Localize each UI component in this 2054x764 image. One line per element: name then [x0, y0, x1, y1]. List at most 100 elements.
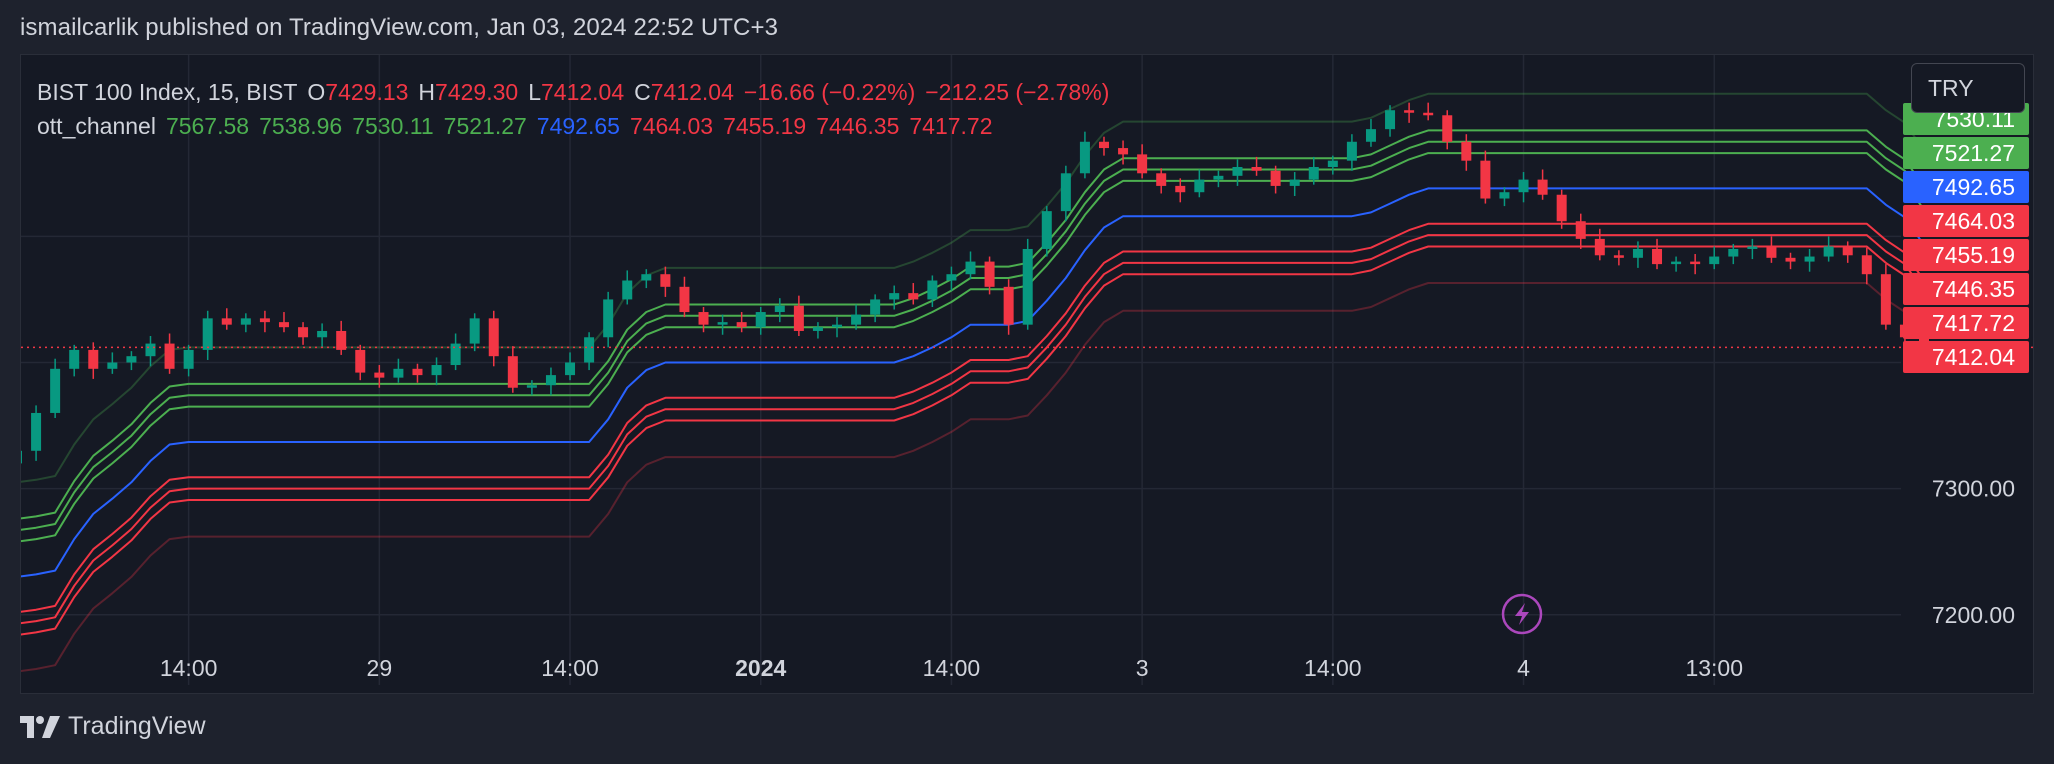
- candle: [1041, 211, 1052, 249]
- indicator-value: 7446.35: [816, 113, 900, 139]
- candle: [336, 330, 347, 350]
- candle: [698, 312, 709, 325]
- snapshot-title: ismailcarlik published on TradingView.co…: [20, 14, 779, 41]
- candle: [202, 318, 213, 350]
- candle: [793, 305, 804, 331]
- candle: [1232, 166, 1243, 176]
- candle: [1480, 160, 1491, 199]
- x-tick-label: 13:00: [1685, 655, 1743, 681]
- candle: [1327, 160, 1338, 167]
- candle: [851, 314, 862, 325]
- tradingview-branding[interactable]: TradingView: [20, 712, 206, 741]
- candle: [660, 274, 671, 287]
- low-value: 7412.04: [540, 79, 625, 105]
- candle: [50, 368, 61, 413]
- candle: [889, 293, 900, 300]
- tradingview-logo-text: TradingView: [68, 712, 206, 740]
- candle: [1022, 248, 1033, 325]
- ott-line-middle: [21, 187, 1925, 578]
- price-label-box: [1903, 341, 2029, 373]
- axis-labels: 14:00 29 14:00 2024 14:00 3 14:00 4 13:00 7200.00…: [160, 350, 2015, 682]
- candle: [641, 274, 652, 281]
- currency-button[interactable]: TRY: [1911, 63, 2025, 113]
- candle: [1308, 166, 1319, 180]
- candle: [126, 356, 137, 363]
- candle: [1613, 255, 1624, 258]
- ott-line-upper_outer: [21, 92, 1925, 483]
- candle: [622, 280, 633, 300]
- indicator-name[interactable]: ott_channel: [37, 113, 156, 139]
- candle: [450, 343, 461, 366]
- candle: [431, 365, 442, 376]
- candle: [507, 356, 518, 388]
- ott-line-lower_3: [21, 245, 1925, 636]
- candle: [1537, 179, 1548, 195]
- price-label: 7412.04: [1932, 344, 2015, 370]
- chart-panel[interactable]: 14:00 29 14:00 2024 14:00 3 14:00 4 13:00 7200.00…: [20, 54, 2034, 694]
- x-tick-label: 29: [367, 655, 393, 681]
- candle: [240, 318, 251, 325]
- candle: [1842, 246, 1853, 256]
- candle: [412, 368, 423, 376]
- candle: [1785, 257, 1796, 262]
- close-value: 7412.04: [650, 79, 734, 105]
- candle: [908, 293, 919, 300]
- indicator-value: 7464.03: [629, 113, 714, 139]
- candle: [526, 385, 537, 388]
- candle: [946, 274, 957, 281]
- symbol-name[interactable]: BIST 100 Index, 15, BIST: [37, 79, 298, 105]
- tradingview-logo-icon: [20, 715, 60, 738]
- close-key: C: [634, 79, 651, 105]
- price-chart[interactable]: 14:00 29 14:00 2024 14:00 3 14:00 4 13:00 7200.00…: [21, 55, 2034, 694]
- candle: [1404, 110, 1415, 113]
- price-label-box: [1903, 171, 2029, 203]
- candle: [1747, 246, 1758, 249]
- indicator-value: 7492.65: [536, 113, 620, 139]
- candle: [107, 362, 118, 369]
- candle: [145, 343, 156, 357]
- candle: [374, 372, 385, 378]
- x-tick-label: 14:00: [541, 655, 599, 681]
- price-label: 7455.19: [1932, 242, 2015, 268]
- candle: [1365, 129, 1376, 142]
- candle: [1461, 141, 1472, 161]
- y-tick-label: 7300.00: [1932, 476, 2015, 502]
- candle: [984, 261, 995, 287]
- candle: [1118, 148, 1129, 155]
- x-tick-label: 14:00: [923, 655, 981, 681]
- candle: [1213, 175, 1224, 180]
- candle: [755, 312, 766, 328]
- candle: [1156, 173, 1167, 186]
- candle: [832, 324, 843, 328]
- change-total-value: −212.25 (−2.78%): [925, 79, 1110, 105]
- candle: [1270, 170, 1281, 186]
- candle: [584, 337, 595, 363]
- low-key: L: [528, 79, 541, 105]
- candle: [1289, 179, 1300, 186]
- price-label: 7446.35: [1932, 276, 2015, 302]
- lightning-icon[interactable]: [1501, 593, 1543, 635]
- candle: [679, 286, 690, 313]
- candle: [1575, 221, 1586, 239]
- candle: [1766, 246, 1777, 258]
- candle: [1003, 286, 1014, 325]
- price-label: 7464.03: [1932, 208, 2015, 234]
- open-key: O: [307, 79, 326, 105]
- x-tick-label: 2024: [735, 655, 786, 681]
- candle: [870, 299, 881, 315]
- candle: [1556, 194, 1567, 222]
- price-label-box: [1903, 239, 2029, 271]
- candle: [603, 299, 614, 338]
- candle: [1423, 112, 1434, 116]
- price-scale-labels: 7530.117521.277492.657464.037455.197446.…: [1903, 103, 2029, 373]
- candle: [1671, 261, 1682, 265]
- candle: [1594, 238, 1605, 256]
- candle: [717, 322, 728, 325]
- symbol-legend-row: BIST 100 Index, 15, BIST O7429.13 H7429.30…: [37, 75, 1119, 109]
- candle: [469, 318, 480, 344]
- candle: [278, 322, 289, 328]
- candle: [1137, 154, 1148, 174]
- candle: [1804, 256, 1815, 262]
- indicator-value: 7530.11: [352, 113, 434, 139]
- x-tick-label: 3: [1136, 655, 1149, 681]
